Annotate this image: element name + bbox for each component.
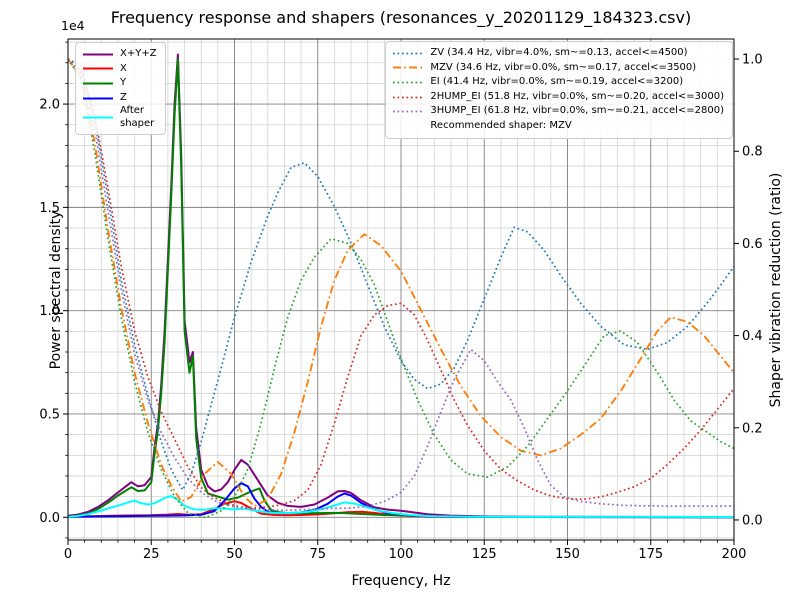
legend-label: 3HUMP_EI (61.8 Hz, vibr=0.0%, sm~=0.21, … bbox=[430, 105, 724, 117]
y-right-tick-label: 0.8 bbox=[742, 145, 763, 160]
legend-item: X bbox=[83, 62, 157, 77]
y-left-tick-label: 0.5 bbox=[39, 407, 60, 422]
legend-label: After shaper bbox=[120, 105, 155, 129]
legend-psd: X+Y+Z X Y Z After shaper bbox=[75, 42, 166, 136]
legend-line-swatch bbox=[83, 116, 113, 119]
y-left-tick-label: 1.0 bbox=[39, 304, 60, 319]
x-tick-labels: 0 25 50 75 100 125 150 175 200 bbox=[64, 547, 747, 562]
x-tick-label: 25 bbox=[143, 547, 160, 562]
legend-item: 3HUMP_EI (61.8 Hz, vibr=0.0%, sm~=0.21, … bbox=[393, 104, 724, 119]
x-tick-label: 50 bbox=[226, 547, 243, 562]
legend-item: Z bbox=[83, 91, 157, 106]
y-left-tick-label: 1.5 bbox=[39, 201, 60, 216]
y-right-tick-label: 0.0 bbox=[742, 513, 763, 528]
legend-line-swatch bbox=[393, 110, 424, 113]
legend-item: After shaper bbox=[83, 105, 157, 130]
y-right-tick-label: 1.0 bbox=[742, 53, 763, 68]
legend-label: Z bbox=[120, 91, 127, 103]
series-layer bbox=[67, 53, 735, 519]
y-left-tick-labels: 0.0 0.5 1.0 1.5 2.0 bbox=[39, 98, 60, 526]
legend-swatch-spacer bbox=[393, 121, 423, 132]
legend-label: 2HUMP_EI (51.8 Hz, vibr=0.0%, sm~=0.20, … bbox=[430, 90, 724, 102]
series-3hump-ei bbox=[67, 58, 734, 512]
chart-title: Frequency response and shapers (resonanc… bbox=[111, 8, 691, 28]
x-axis-label: Frequency, Hz bbox=[351, 573, 450, 589]
plot-render-layer: 0 25 50 75 100 125 150 175 2000.00.51.01.52.00.0… bbox=[39, 38, 763, 562]
legend-label: Y bbox=[120, 77, 127, 89]
legend-item: EI (41.4 Hz, vibr=0.0%, sm~=0.19, accel<… bbox=[393, 75, 724, 90]
legend-item: X+Y+Z bbox=[83, 47, 157, 62]
x-tick-label: 100 bbox=[389, 547, 414, 562]
legend-item: 2HUMP_EI (51.8 Hz, vibr=0.0%, sm~=0.20, … bbox=[393, 90, 724, 105]
legend-line-swatch bbox=[83, 53, 113, 56]
legend-footnote: Recommended shaper: MZV bbox=[430, 120, 572, 132]
y-axis-label-right: Shaper vibration reduction (ratio) bbox=[768, 173, 784, 408]
y-axis-label-left: Power spectral density bbox=[48, 211, 64, 370]
legend-line-swatch bbox=[393, 81, 424, 84]
legend-label: X bbox=[120, 62, 127, 74]
series-y bbox=[67, 57, 735, 519]
legend-label: ZV (34.4 Hz, vibr=4.0%, sm~=0.13, accel<… bbox=[430, 47, 688, 59]
axis-ticks bbox=[63, 41, 739, 545]
legend-line-swatch bbox=[83, 97, 113, 100]
x-tick-label: 125 bbox=[472, 547, 497, 562]
legend-line-swatch bbox=[393, 96, 424, 98]
x-tick-label: 150 bbox=[555, 547, 580, 562]
legend-line-swatch bbox=[393, 52, 424, 55]
legend-label: EI (41.4 Hz, vibr=0.0%, sm~=0.19, accel<… bbox=[430, 76, 684, 88]
series-mzv bbox=[67, 58, 735, 508]
legend-item: ZV (34.4 Hz, vibr=4.0%, sm~=0.13, accel<… bbox=[393, 46, 724, 61]
series-x-y-z bbox=[67, 53, 735, 518]
legend-item: MZV (34.6 Hz, vibr=0.0%, sm~=0.17, accel… bbox=[393, 61, 724, 76]
y-right-tick-label: 0.4 bbox=[742, 329, 763, 344]
x-tick-label: 75 bbox=[309, 547, 326, 562]
x-tick-label: 200 bbox=[722, 547, 747, 562]
legend-line-swatch bbox=[83, 82, 113, 85]
legend-label: X+Y+Z bbox=[120, 48, 157, 60]
series-after-shaper bbox=[67, 495, 735, 518]
legend-line-swatch bbox=[393, 66, 424, 69]
legend-item: Y bbox=[83, 76, 157, 91]
x-tick-label: 0 bbox=[64, 547, 72, 562]
legend-shapers: ZV (34.4 Hz, vibr=4.0%, sm~=0.13, accel<… bbox=[385, 41, 733, 139]
y-right-tick-labels: 0.0 0.2 0.4 0.6 0.8 1.0 bbox=[742, 53, 763, 529]
y-right-tick-label: 0.2 bbox=[742, 421, 763, 436]
x-tick-label: 175 bbox=[638, 547, 663, 562]
y-left-tick-label: 0.0 bbox=[39, 511, 60, 526]
legend-label: MZV (34.6 Hz, vibr=0.0%, sm~=0.17, accel… bbox=[430, 61, 697, 73]
y-right-tick-label: 0.6 bbox=[742, 237, 763, 252]
y-left-tick-label: 2.0 bbox=[39, 98, 60, 113]
series-ei bbox=[67, 58, 735, 519]
legend-footnote-row: Recommended shaper: MZV bbox=[393, 119, 724, 134]
y-axis-offset-label: 1e4 bbox=[61, 18, 85, 33]
legend-line-swatch bbox=[83, 67, 113, 70]
